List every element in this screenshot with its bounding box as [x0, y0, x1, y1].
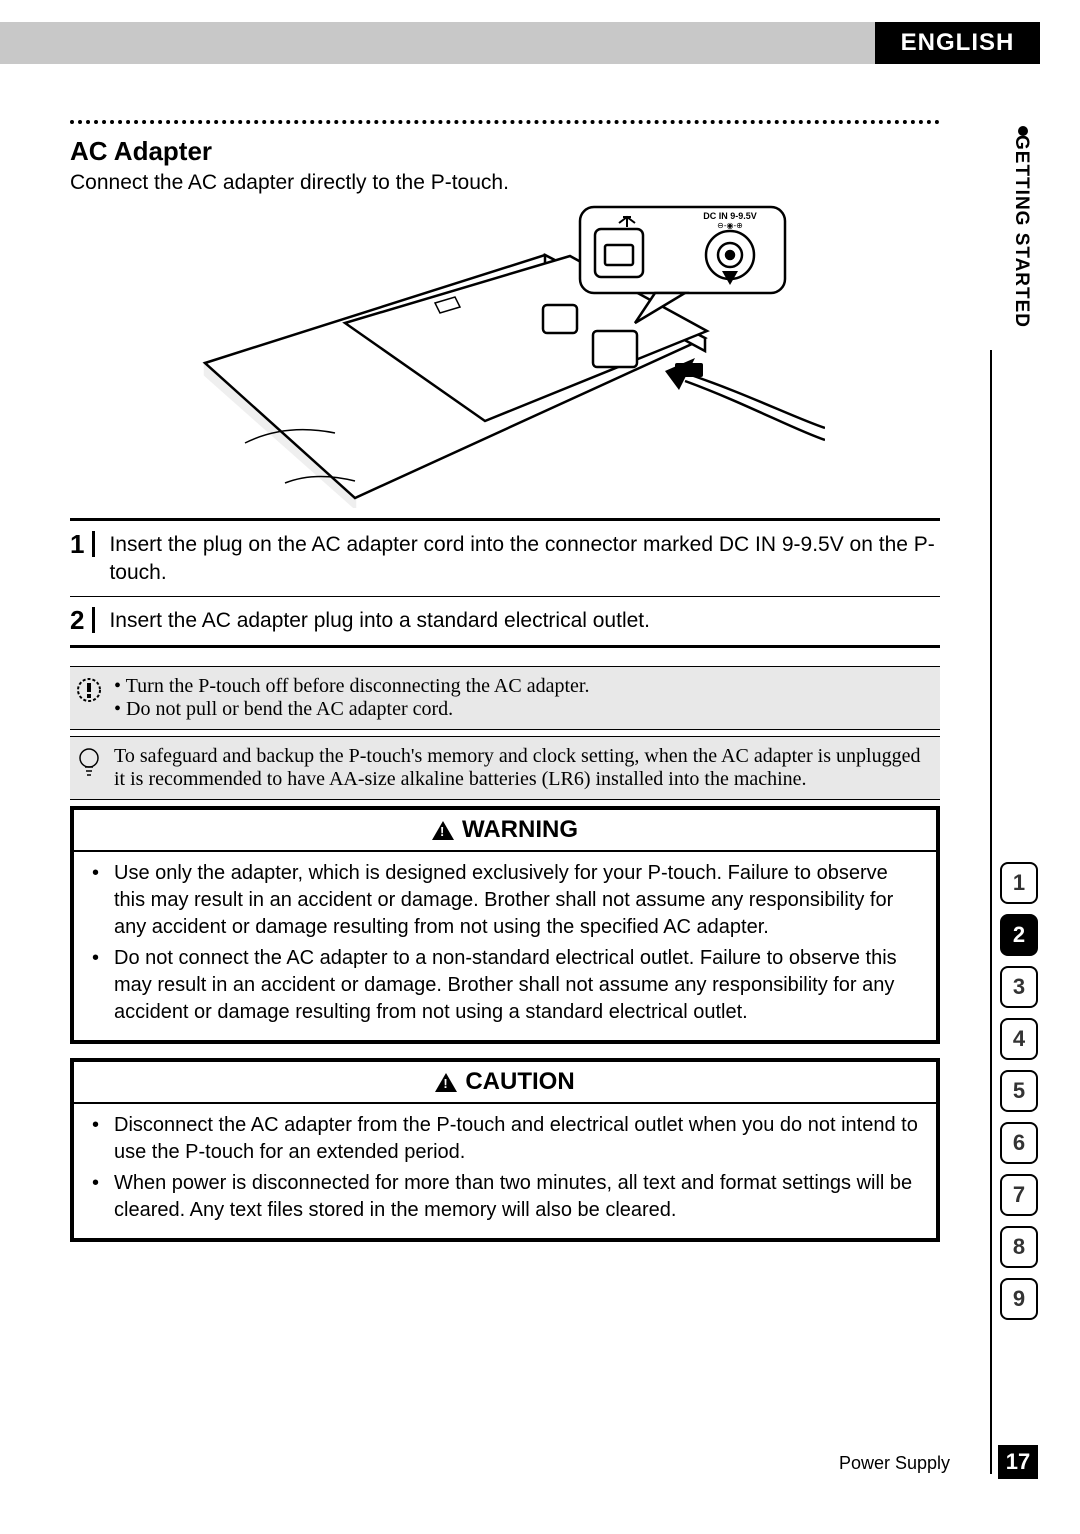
- caution-item: Disconnect the AC adapter from the P-tou…: [114, 1112, 920, 1166]
- lightbulb-icon: [76, 745, 102, 791]
- callout-dc-label: DC IN 9-9.5V: [703, 211, 757, 221]
- note-body: Turn the P-touch off before disconnectin…: [114, 675, 589, 721]
- chapter-tab-3[interactable]: 3: [1000, 966, 1038, 1008]
- note-tip: To safeguard and backup the P-touch's me…: [70, 736, 940, 800]
- svg-text:⊖-◉-⊕: ⊖-◉-⊕: [717, 221, 743, 230]
- chapter-tab-4[interactable]: 4: [1000, 1018, 1038, 1060]
- language-tab: ENGLISH: [875, 22, 1040, 64]
- caution-title: CAUTION: [465, 1068, 574, 1096]
- caution-heading: CAUTION: [74, 1062, 936, 1104]
- chapter-tab-9[interactable]: 9: [1000, 1278, 1038, 1320]
- dotted-rule: [70, 120, 940, 124]
- warning-box: WARNING Use only the adapter, which is d…: [70, 806, 940, 1044]
- header-grey-bar: [0, 22, 880, 64]
- warning-item: Use only the adapter, which is designed …: [114, 860, 920, 941]
- section-heading: AC Adapter: [70, 136, 940, 167]
- page-content: AC Adapter Connect the AC adapter direct…: [70, 120, 940, 1242]
- step-2: 2 Insert the AC adapter plug into a stan…: [70, 607, 940, 635]
- note-item: Turn the P-touch off before disconnectin…: [114, 675, 589, 698]
- side-rule: [990, 350, 992, 1474]
- step-1: 1 Insert the plug on the AC adapter cord…: [70, 531, 940, 588]
- page-number: 17: [998, 1445, 1038, 1479]
- exclamation-icon: [76, 675, 102, 721]
- rule: [70, 518, 940, 521]
- step-number: 1: [70, 531, 95, 557]
- caution-box: CAUTION Disconnect the AC adapter from t…: [70, 1058, 940, 1242]
- warning-item: Do not connect the AC adapter to a non-s…: [114, 945, 920, 1026]
- chapter-tab-6[interactable]: 6: [1000, 1122, 1038, 1164]
- adapter-illustration: DC IN 9-9.5V ⊖-◉-⊕: [185, 203, 825, 508]
- footer-label: Power Supply: [839, 1453, 950, 1474]
- step-text: Insert the AC adapter plug into a standa…: [109, 607, 650, 635]
- note-important: Turn the P-touch off before disconnectin…: [70, 666, 940, 730]
- step-number: 2: [70, 607, 95, 633]
- warning-icon: [432, 821, 454, 840]
- warning-heading: WARNING: [74, 810, 936, 852]
- rule: [70, 596, 940, 597]
- step-text: Insert the plug on the AC adapter cord i…: [109, 531, 940, 588]
- chapter-tab-7[interactable]: 7: [1000, 1174, 1038, 1216]
- caution-item: When power is disconnected for more than…: [114, 1170, 920, 1224]
- chapter-tab-5[interactable]: 5: [1000, 1070, 1038, 1112]
- rule: [70, 645, 940, 648]
- chapter-tab-1[interactable]: 1: [1000, 862, 1038, 904]
- section-label: GETTING STARTED: [1010, 135, 1032, 328]
- note-item: Do not pull or bend the AC adapter cord.: [114, 698, 589, 721]
- intro-text: Connect the AC adapter directly to the P…: [70, 171, 940, 195]
- warning-icon: [435, 1073, 457, 1092]
- chapter-tab-8[interactable]: 8: [1000, 1226, 1038, 1268]
- chapter-tabs: 1 2 3 4 5 6 7 8 9: [1000, 862, 1038, 1320]
- chapter-tab-2[interactable]: 2: [1000, 914, 1038, 956]
- warning-title: WARNING: [462, 816, 578, 844]
- note-body: To safeguard and backup the P-touch's me…: [114, 745, 930, 791]
